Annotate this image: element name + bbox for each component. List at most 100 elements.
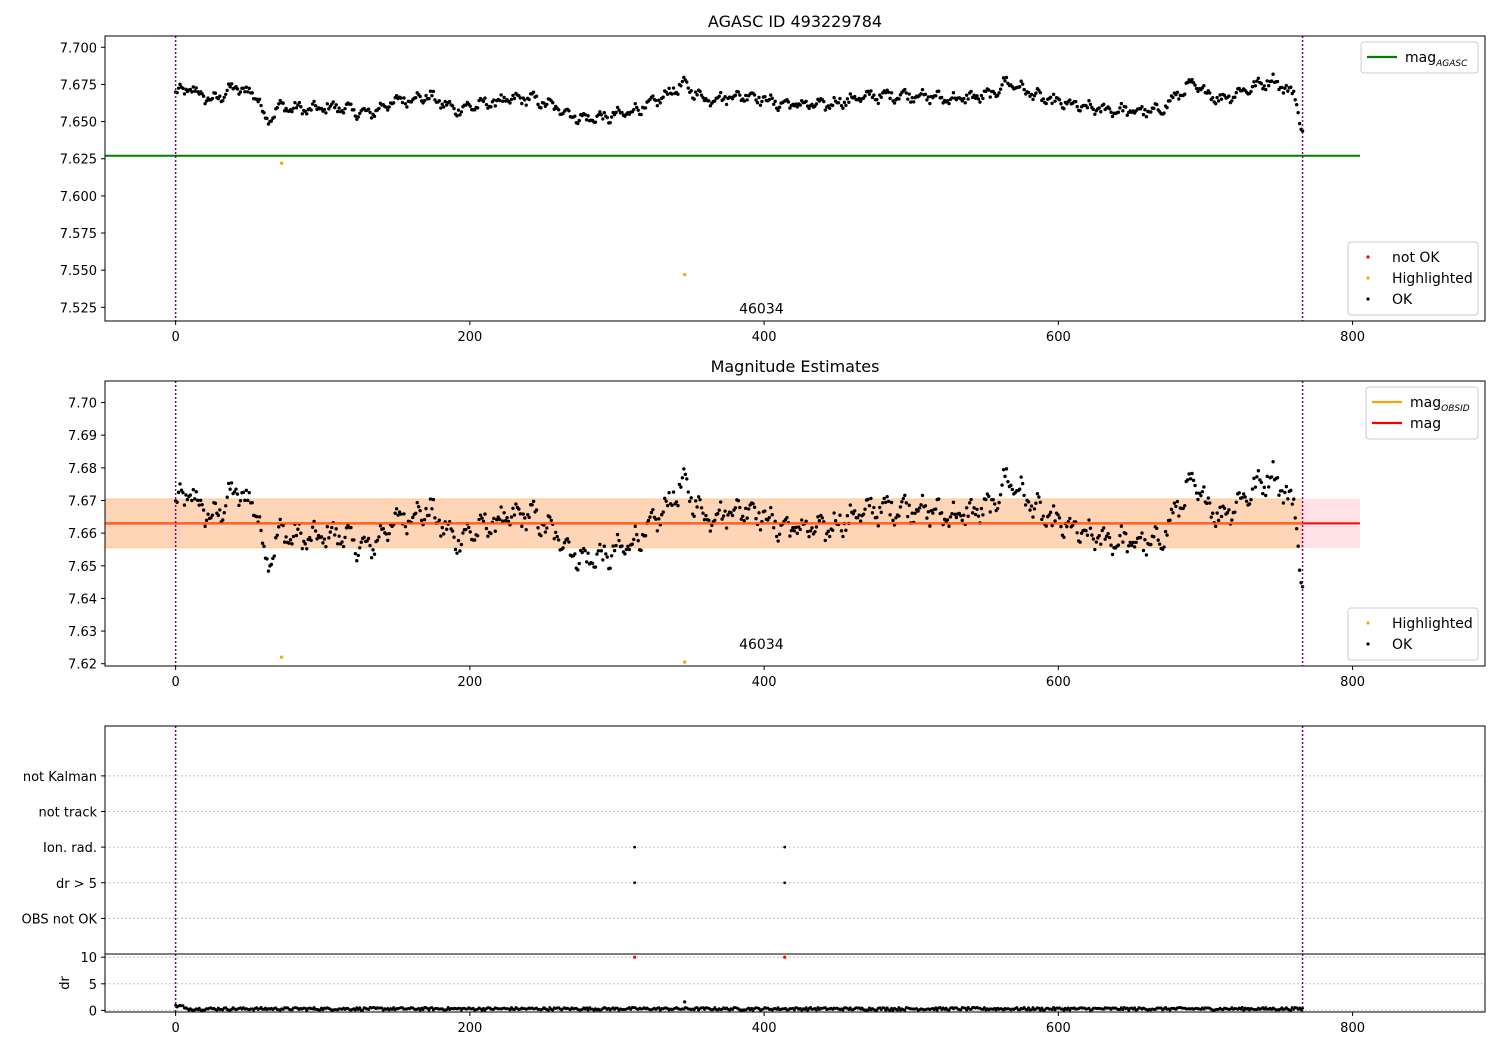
ok-point [823, 108, 827, 112]
dr-point [508, 1008, 512, 1012]
ok-point [876, 524, 881, 528]
ok-point [635, 532, 639, 537]
ok-point [1097, 106, 1101, 110]
ok-point [1193, 83, 1197, 87]
ok-point [492, 516, 496, 521]
ok-point [832, 95, 836, 100]
ok-point [418, 508, 422, 513]
ok-point [527, 515, 531, 520]
ok-point [1215, 511, 1219, 515]
ok-point [548, 515, 552, 519]
ok-point [671, 86, 676, 90]
dr-point [1121, 1008, 1125, 1012]
ok-point [713, 518, 717, 523]
ok-point [204, 518, 209, 523]
ok-point [945, 98, 950, 103]
ok-point [580, 550, 584, 555]
ok-point [200, 92, 204, 96]
ok-point [400, 100, 405, 105]
ok-point [1216, 99, 1221, 103]
ok-point [1121, 540, 1125, 544]
ok-point [878, 505, 882, 510]
ok-point [394, 93, 399, 98]
ok-point [1129, 543, 1134, 548]
ok-point [1172, 501, 1177, 505]
ok-point [1237, 491, 1241, 495]
ok-point [617, 538, 621, 543]
ok-point [911, 100, 916, 104]
ok-point [758, 103, 763, 107]
ok-point [646, 518, 651, 523]
ok-point [576, 121, 580, 126]
y-tick-label: 10 [80, 951, 97, 966]
panel-title: Magnitude Estimates [711, 357, 880, 376]
ok-point [685, 477, 689, 481]
ok-point [677, 482, 682, 487]
ok-point [1031, 515, 1035, 519]
ok-point [384, 532, 388, 536]
dr-point [959, 1008, 963, 1012]
ok-point [1026, 90, 1031, 95]
ok-point [704, 513, 708, 518]
ok-point [820, 516, 825, 520]
ok-point [284, 535, 288, 539]
ok-point [358, 546, 362, 550]
ok-point [536, 526, 540, 530]
ok-point [1234, 90, 1238, 95]
ok-point [573, 114, 577, 118]
ok-point [819, 513, 823, 518]
ok-point [523, 516, 527, 520]
ok-point [792, 529, 797, 533]
ok-point [1190, 77, 1194, 82]
ok-point [1163, 529, 1168, 534]
ok-point [998, 493, 1003, 497]
ok-point [1185, 478, 1190, 482]
ok-point [1281, 91, 1286, 95]
ok-point [235, 492, 240, 496]
ok-point [450, 104, 455, 108]
dr-point [814, 1008, 818, 1012]
ok-point [260, 541, 265, 545]
x-tick-label: 400 [752, 675, 777, 690]
ok-point [310, 525, 315, 529]
ok-point [648, 515, 652, 519]
ok-point [586, 551, 590, 555]
ok-point [738, 505, 742, 510]
ok-point [1029, 92, 1034, 97]
ok-point [1292, 497, 1296, 501]
ok-point [910, 511, 914, 515]
y-tick-label: 7.64 [68, 592, 97, 607]
ok-point [810, 102, 814, 106]
ok-point [359, 540, 363, 544]
ok-point [997, 91, 1001, 95]
ok-point [182, 92, 187, 96]
ok-point [976, 97, 981, 101]
ok-point [341, 544, 346, 549]
ok-point [798, 103, 802, 107]
ok-point [502, 95, 506, 100]
ok-point [475, 534, 480, 538]
ok-point [987, 494, 991, 499]
ok-point [683, 472, 688, 477]
ok-point [254, 97, 259, 101]
ok-point [1202, 485, 1206, 489]
ok-point [218, 94, 222, 98]
ok-point [1215, 95, 1219, 100]
ok-point [772, 102, 776, 107]
ok-point [739, 517, 744, 521]
ok-point [692, 514, 696, 519]
ok-point [387, 531, 391, 536]
y-tick-label: 5 [89, 978, 97, 993]
ok-point [1109, 110, 1113, 114]
ok-point [366, 536, 371, 541]
ok-point [969, 89, 973, 94]
ok-point [536, 102, 540, 107]
ok-point [951, 91, 956, 95]
ok-point [386, 538, 390, 543]
ok-point [763, 94, 767, 99]
ok-point [614, 110, 618, 115]
ok-point [1259, 81, 1264, 86]
ok-point [235, 87, 240, 91]
ok-point [785, 515, 789, 520]
ok-point [456, 108, 461, 112]
